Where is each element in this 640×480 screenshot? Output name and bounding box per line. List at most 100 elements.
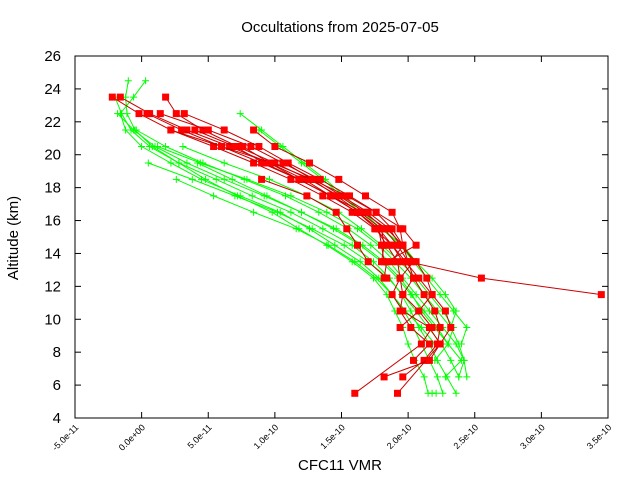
data-point bbox=[348, 208, 356, 216]
series-2-profile-8-line bbox=[170, 129, 417, 279]
data-point bbox=[410, 274, 417, 282]
data-point bbox=[236, 110, 244, 118]
data-point bbox=[319, 192, 327, 200]
data-point bbox=[179, 143, 187, 150]
data-point bbox=[354, 208, 361, 216]
data-point bbox=[420, 291, 428, 299]
data-point bbox=[436, 324, 444, 331]
data-point bbox=[394, 258, 401, 266]
data-point bbox=[407, 291, 415, 299]
data-point bbox=[327, 192, 335, 200]
data-point bbox=[271, 143, 279, 150]
data-point bbox=[364, 208, 372, 216]
data-point bbox=[178, 126, 186, 134]
data-point bbox=[457, 340, 465, 348]
data-point bbox=[428, 324, 436, 331]
data-point bbox=[266, 159, 273, 167]
data-point bbox=[226, 143, 234, 150]
data-point bbox=[412, 241, 420, 249]
data-point bbox=[287, 192, 295, 200]
data-point bbox=[477, 274, 485, 282]
data-point bbox=[220, 159, 228, 167]
data-point bbox=[439, 389, 447, 397]
data-point bbox=[383, 274, 391, 282]
data-point bbox=[220, 126, 228, 134]
data-point bbox=[167, 126, 175, 134]
y-tick-label: 10 bbox=[44, 311, 61, 328]
data-point bbox=[194, 159, 202, 167]
y-tick-label: 24 bbox=[44, 81, 61, 98]
data-point bbox=[404, 340, 412, 348]
data-point bbox=[292, 225, 300, 233]
data-point bbox=[298, 159, 305, 167]
data-point bbox=[210, 143, 218, 150]
data-point bbox=[407, 324, 415, 331]
data-point bbox=[375, 225, 383, 233]
data-point bbox=[319, 225, 327, 233]
data-point bbox=[460, 356, 468, 364]
x-tick-label: 1.5e-10 bbox=[318, 422, 347, 451]
data-point bbox=[287, 208, 295, 216]
data-point bbox=[143, 110, 151, 118]
data-point bbox=[162, 93, 170, 101]
plot-border bbox=[74, 55, 609, 419]
data-point bbox=[212, 175, 220, 183]
data-point bbox=[433, 373, 441, 381]
data-point bbox=[420, 373, 428, 381]
data-point bbox=[362, 192, 369, 200]
y-tick-label: 16 bbox=[44, 213, 61, 230]
data-point bbox=[423, 274, 431, 282]
data-point bbox=[415, 274, 423, 282]
data-point bbox=[154, 143, 162, 150]
data-point bbox=[282, 159, 289, 167]
series-group bbox=[108, 77, 605, 397]
data-point bbox=[597, 291, 605, 299]
data-point bbox=[388, 225, 396, 233]
data-point bbox=[455, 373, 463, 381]
data-point bbox=[452, 389, 460, 397]
data-point bbox=[172, 175, 180, 183]
data-point bbox=[372, 274, 380, 282]
data-point bbox=[396, 324, 404, 331]
data-point bbox=[204, 126, 212, 134]
y-tick-label: 18 bbox=[44, 180, 61, 197]
data-point bbox=[315, 208, 323, 216]
data-point bbox=[358, 225, 365, 233]
chart-title: Occultations from 2025-07-05 bbox=[241, 19, 439, 36]
data-point bbox=[260, 159, 268, 167]
data-point bbox=[144, 159, 152, 167]
data-point bbox=[116, 93, 124, 101]
data-point bbox=[340, 241, 348, 249]
data-point bbox=[199, 126, 207, 134]
data-point bbox=[124, 77, 132, 85]
data-point bbox=[452, 307, 460, 315]
data-point bbox=[228, 175, 236, 183]
data-point bbox=[367, 241, 375, 249]
data-point bbox=[266, 175, 273, 183]
data-point bbox=[138, 143, 146, 150]
data-point bbox=[335, 175, 343, 183]
y-tick-label: 14 bbox=[44, 245, 61, 262]
data-point bbox=[447, 324, 455, 331]
data-point bbox=[287, 175, 295, 183]
data-point bbox=[432, 389, 440, 397]
data-point bbox=[274, 208, 281, 216]
data-point bbox=[388, 258, 396, 266]
data-point bbox=[417, 324, 425, 331]
data-point bbox=[247, 143, 255, 150]
data-point bbox=[354, 241, 361, 249]
data-point bbox=[231, 143, 239, 150]
data-point bbox=[258, 175, 266, 183]
y-tick-label: 26 bbox=[44, 48, 61, 65]
data-point bbox=[255, 143, 263, 150]
series-2 bbox=[108, 93, 605, 397]
data-point bbox=[338, 192, 345, 200]
data-point bbox=[431, 307, 439, 315]
x-tick-label: 1.0e-10 bbox=[252, 422, 281, 451]
data-point bbox=[263, 192, 271, 200]
data-point bbox=[142, 77, 150, 85]
data-point bbox=[441, 291, 449, 299]
data-point bbox=[399, 291, 407, 299]
data-point bbox=[243, 175, 251, 183]
